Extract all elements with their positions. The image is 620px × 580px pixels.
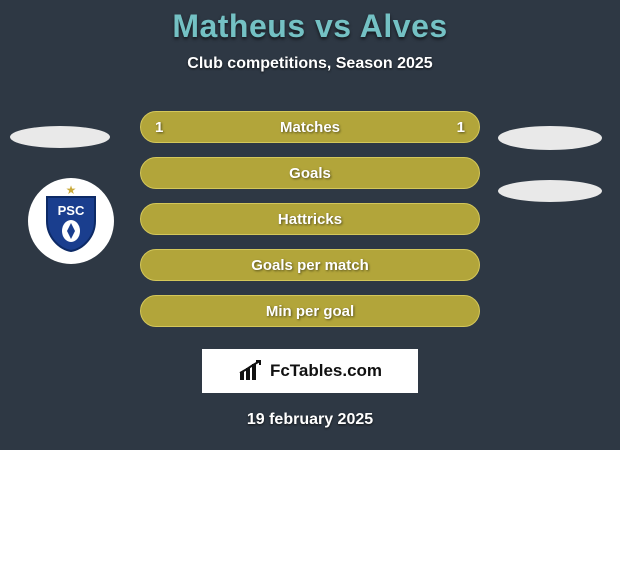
brand-text: FcTables.com: [270, 361, 382, 381]
chart-icon: [238, 360, 264, 382]
club-badge-inner: ★ PSC: [43, 189, 99, 253]
stat-row: Min per goal: [140, 295, 480, 327]
stat-label: Hattricks: [278, 211, 342, 228]
stat-row: Goals per match: [140, 249, 480, 281]
footer-date: 19 february 2025: [0, 411, 620, 429]
comparison-card: Matheus vs Alves Club competitions, Seas…: [0, 0, 620, 450]
stat-row: Hattricks: [140, 203, 480, 235]
stat-label: Goals per match: [251, 257, 369, 274]
stat-label: Goals: [289, 165, 331, 182]
stat-value-left: 1: [155, 119, 163, 136]
svg-text:PSC: PSC: [58, 203, 85, 218]
shield-icon: PSC: [43, 195, 99, 253]
club-badge: ★ PSC: [28, 178, 114, 264]
subtitle: Club competitions, Season 2025: [0, 55, 620, 73]
page-title: Matheus vs Alves: [0, 8, 620, 45]
stat-row: 1 Matches 1: [140, 111, 480, 143]
stat-value-right: 1: [457, 119, 465, 136]
stat-label: Min per goal: [266, 303, 354, 320]
stat-row: Goals: [140, 157, 480, 189]
brand-box: FcTables.com: [202, 349, 418, 393]
stat-label: Matches: [280, 119, 340, 136]
